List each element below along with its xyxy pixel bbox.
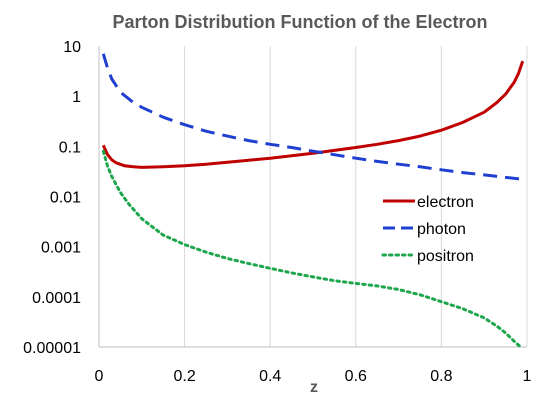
electron-series-line [101, 60, 525, 169]
x-tick-label: 0.6 [345, 368, 367, 385]
y-tick-label: 0.00001 [23, 340, 81, 357]
x-tick-label: 0.4 [259, 368, 281, 385]
photon-series-line [101, 53, 523, 181]
chart-title: Parton Distribution Function of the Elec… [113, 12, 488, 32]
x-tick-labels: 0 0.2 0.4 0.6 0.8 1 [95, 368, 532, 385]
y-tick-label: 0.01 [50, 190, 81, 207]
legend-label-photon: photon [417, 221, 466, 238]
legend-label-positron: positron [417, 248, 474, 265]
y-tick-label: 0.1 [59, 139, 81, 156]
y-tick-label: 0.001 [41, 240, 81, 257]
y-tick-label: 0.0001 [32, 290, 81, 307]
y-tick-labels: 10 1 0.1 0.01 0.001 0.0001 0.00001 [23, 39, 81, 357]
x-tick-label: 0.8 [430, 368, 452, 385]
x-tick-label: 0.2 [173, 368, 195, 385]
y-tick-label: 1 [72, 89, 81, 106]
grid-lines [184, 46, 528, 347]
series-layer [101, 53, 525, 349]
positron-series-line [101, 149, 523, 349]
x-tick-label: 1 [523, 368, 532, 385]
x-tick-label: 0 [95, 368, 104, 385]
y-tick-label: 10 [63, 39, 81, 56]
legend-label-electron: electron [417, 194, 474, 211]
axes [98, 46, 527, 348]
legend: electron photon positron [381, 194, 474, 265]
x-axis-title: z [310, 379, 318, 396]
